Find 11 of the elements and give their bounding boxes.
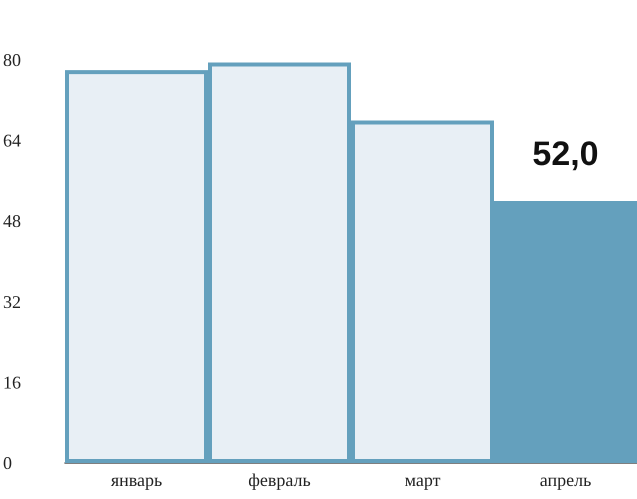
data-label: 52,0: [532, 135, 599, 174]
y-tick-label: 16: [3, 372, 21, 392]
x-tick-label: апрель: [540, 470, 592, 490]
y-tick-label: 80: [3, 50, 21, 70]
x-tick-label: январь: [110, 470, 162, 490]
y-tick-label: 64: [3, 130, 21, 151]
y-tick-label: 48: [3, 211, 21, 232]
y-tick-label: 0: [3, 453, 12, 473]
y-tick-label: 32: [3, 292, 21, 312]
x-tick-label: март: [404, 470, 441, 490]
x-tick-label: февраль: [248, 470, 311, 490]
